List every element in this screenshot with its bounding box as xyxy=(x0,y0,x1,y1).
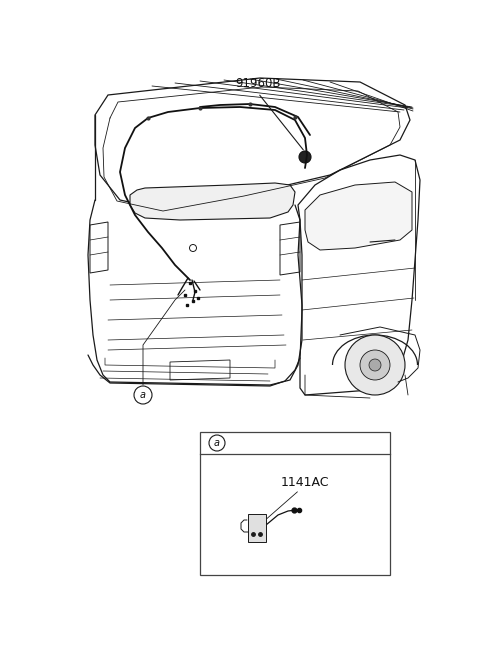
Polygon shape xyxy=(305,182,412,250)
Circle shape xyxy=(209,435,225,451)
Polygon shape xyxy=(170,360,230,380)
Circle shape xyxy=(360,350,390,380)
Circle shape xyxy=(299,151,311,163)
Polygon shape xyxy=(130,183,295,220)
Text: 1141AC: 1141AC xyxy=(280,476,329,489)
Polygon shape xyxy=(90,222,108,273)
Bar xyxy=(248,514,266,542)
Polygon shape xyxy=(280,222,300,275)
Circle shape xyxy=(369,359,381,371)
Bar xyxy=(200,432,390,575)
Text: a: a xyxy=(214,438,220,448)
Text: 91960B: 91960B xyxy=(235,77,281,90)
Text: a: a xyxy=(140,390,146,400)
Circle shape xyxy=(134,386,152,404)
Polygon shape xyxy=(95,78,410,210)
Polygon shape xyxy=(298,155,420,395)
Circle shape xyxy=(345,335,405,395)
